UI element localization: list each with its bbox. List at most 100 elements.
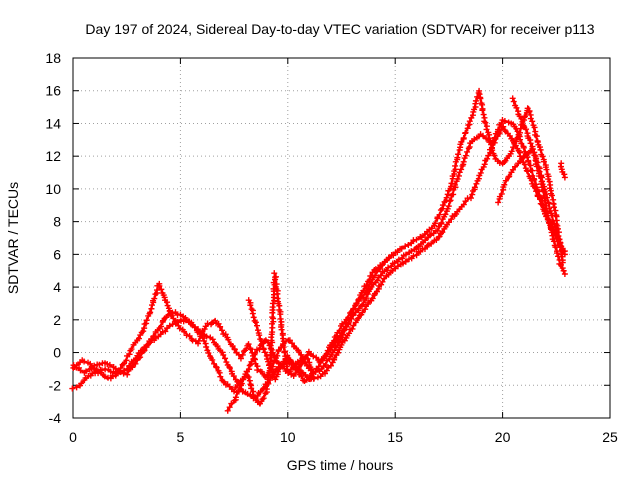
data-point (320, 355, 327, 362)
data-point (381, 268, 388, 275)
data-point (305, 375, 312, 382)
data-point (443, 194, 450, 201)
data-point (540, 158, 547, 165)
y-tick-label: 14 (45, 115, 61, 131)
data-point (539, 153, 546, 160)
data-point (135, 335, 142, 342)
data-point (137, 354, 144, 361)
data-point (205, 350, 212, 357)
data-point (213, 364, 220, 371)
data-point (262, 349, 269, 356)
data-point (399, 255, 406, 262)
data-point (477, 169, 484, 176)
data-point (352, 302, 359, 309)
data-point (484, 155, 491, 162)
data-point (275, 368, 282, 375)
data-point (436, 211, 443, 218)
y-axis-label: SDTVAR / TECUs (5, 182, 21, 294)
data-point (246, 362, 253, 369)
data-point (265, 358, 272, 365)
data-point (254, 327, 261, 334)
data-point (277, 315, 284, 322)
data-point (69, 385, 76, 392)
data-point (268, 354, 275, 361)
data-point (551, 220, 558, 227)
data-point (454, 154, 461, 161)
data-point (480, 111, 487, 118)
data-point (77, 367, 84, 374)
plot-frame (72, 57, 611, 419)
data-point (280, 338, 287, 345)
data-point (379, 278, 386, 285)
data-point (151, 295, 158, 302)
data-point (201, 326, 208, 333)
data-point (408, 240, 415, 247)
data-point (254, 367, 261, 374)
x-axis-label: GPS time / hours (287, 457, 394, 473)
data-point (417, 248, 424, 255)
data-point (561, 174, 568, 181)
data-point (529, 167, 536, 174)
data-point (460, 201, 467, 208)
data-point (464, 148, 471, 155)
data-point (251, 355, 258, 362)
data-point (147, 309, 154, 316)
y-tick-label: 2 (53, 312, 61, 328)
data-point (289, 340, 296, 347)
data-point (327, 353, 334, 360)
x-tick-label: 20 (495, 429, 511, 445)
data-point (283, 366, 290, 373)
data-point (479, 107, 486, 114)
series-track-8 (557, 160, 568, 181)
data-point (117, 365, 124, 372)
data-point (445, 219, 452, 226)
data-point (217, 323, 224, 330)
data-point (421, 245, 428, 252)
data-point (519, 118, 526, 125)
data-point (555, 253, 562, 260)
data-point (112, 372, 119, 379)
data-point (247, 346, 254, 353)
data-point (378, 262, 385, 269)
data-point (533, 184, 540, 191)
data-point (339, 334, 346, 341)
data-point (521, 161, 528, 168)
data-point (272, 376, 279, 383)
data-point (359, 301, 366, 308)
data-point (413, 236, 420, 243)
data-point (505, 174, 512, 181)
data-point (534, 159, 541, 166)
x-tick-label: 25 (602, 429, 618, 445)
y-tick-label: 10 (45, 181, 61, 197)
data-point (242, 347, 249, 354)
data-point (413, 252, 420, 259)
data-point (472, 97, 479, 104)
data-point (526, 108, 533, 115)
data-point (521, 113, 528, 120)
data-point (513, 104, 520, 111)
data-point (247, 302, 254, 309)
data-point (78, 380, 85, 387)
x-tick-label: 15 (387, 429, 403, 445)
data-point (415, 243, 422, 250)
data-point (204, 320, 211, 327)
data-point (402, 251, 409, 258)
data-point (209, 336, 216, 343)
data-point (353, 301, 360, 308)
data-point (93, 366, 100, 373)
data-point (158, 286, 165, 293)
data-point (374, 277, 381, 284)
data-point (543, 166, 550, 173)
data-point (434, 227, 441, 234)
data-point (501, 158, 508, 165)
data-point (516, 129, 523, 136)
data-point (191, 324, 198, 331)
data-point (226, 404, 233, 411)
y-tick-label: 18 (45, 50, 61, 66)
data-point (128, 346, 135, 353)
data-point (448, 216, 455, 223)
data-point (232, 394, 239, 401)
data-point (167, 311, 174, 318)
data-point (298, 373, 305, 380)
y-tick-label: 0 (53, 345, 61, 361)
